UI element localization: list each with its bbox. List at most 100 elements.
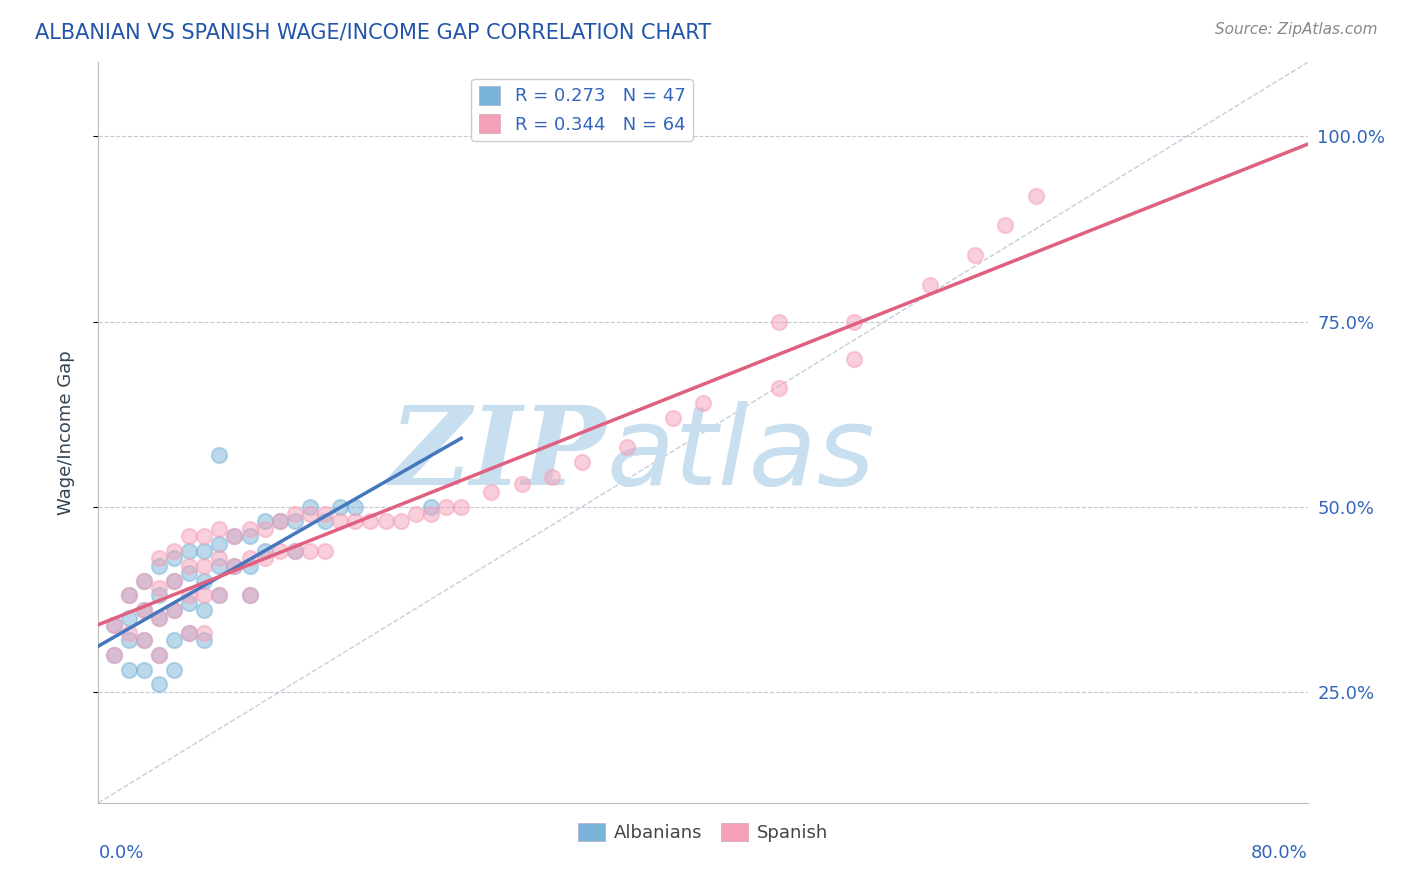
Point [132, 663, 155, 677]
Point [253, 544, 276, 558]
Point [389, 515, 412, 529]
Point [179, 558, 201, 573]
Point [994, 219, 1017, 233]
Point [163, 603, 186, 617]
Point [179, 625, 201, 640]
Point [344, 515, 367, 529]
Point [103, 618, 125, 632]
Text: 80.0%: 80.0% [1251, 844, 1308, 862]
Point [179, 529, 201, 543]
Point [179, 566, 201, 581]
Point [239, 558, 262, 573]
Text: 0.0%: 0.0% [98, 844, 143, 862]
Point [163, 663, 186, 677]
Point [284, 544, 307, 558]
Point [193, 574, 215, 588]
Point [269, 544, 291, 558]
Point [163, 574, 186, 588]
Point [299, 500, 322, 514]
Point [314, 507, 336, 521]
Point [163, 551, 186, 566]
Point [132, 632, 155, 647]
Point [481, 484, 503, 499]
Point [208, 589, 231, 603]
Text: atlas: atlas [606, 401, 875, 508]
Point [148, 648, 170, 662]
Point [450, 500, 472, 514]
Point [208, 589, 231, 603]
Point [768, 381, 790, 395]
Point [193, 558, 215, 573]
Point [132, 603, 155, 617]
Y-axis label: Wage/Income Gap: Wage/Income Gap [56, 351, 75, 515]
Point [253, 515, 276, 529]
Text: ALBANIAN VS SPANISH WAGE/INCOME GAP CORRELATION CHART: ALBANIAN VS SPANISH WAGE/INCOME GAP CORR… [35, 22, 711, 42]
Point [132, 574, 155, 588]
Point [768, 314, 790, 328]
Legend: Albanians, Spanish: Albanians, Spanish [571, 815, 835, 849]
Point [284, 507, 307, 521]
Point [344, 500, 367, 514]
Point [510, 477, 533, 491]
Point [148, 589, 170, 603]
Point [420, 507, 443, 521]
Point [224, 558, 246, 573]
Point [208, 551, 231, 566]
Point [193, 529, 215, 543]
Point [118, 632, 141, 647]
Point [132, 632, 155, 647]
Point [148, 558, 170, 573]
Point [314, 515, 336, 529]
Point [269, 515, 291, 529]
Point [118, 625, 141, 640]
Point [314, 544, 336, 558]
Point [692, 396, 714, 410]
Point [163, 544, 186, 558]
Point [208, 448, 231, 462]
Point [224, 558, 246, 573]
Point [434, 500, 457, 514]
Point [193, 603, 215, 617]
Point [163, 632, 186, 647]
Point [239, 589, 262, 603]
Point [253, 522, 276, 536]
Point [148, 648, 170, 662]
Point [208, 558, 231, 573]
Point [193, 544, 215, 558]
Point [193, 632, 215, 647]
Point [179, 589, 201, 603]
Point [965, 248, 987, 262]
Point [118, 589, 141, 603]
Point [918, 277, 941, 292]
Point [193, 589, 215, 603]
Point [148, 677, 170, 691]
Point [148, 611, 170, 625]
Point [224, 529, 246, 543]
Point [208, 536, 231, 550]
Point [179, 596, 201, 610]
Point [239, 529, 262, 543]
Point [208, 522, 231, 536]
Point [284, 515, 307, 529]
Point [239, 551, 262, 566]
Point [360, 515, 382, 529]
Point [118, 663, 141, 677]
Point [163, 603, 186, 617]
Point [616, 441, 638, 455]
Text: ZIP: ZIP [389, 401, 606, 508]
Point [118, 589, 141, 603]
Point [269, 515, 291, 529]
Point [571, 455, 593, 469]
Point [179, 625, 201, 640]
Point [103, 648, 125, 662]
Point [661, 410, 683, 425]
Point [284, 544, 307, 558]
Point [132, 574, 155, 588]
Point [148, 581, 170, 595]
Text: Source: ZipAtlas.com: Source: ZipAtlas.com [1215, 22, 1378, 37]
Point [132, 603, 155, 617]
Point [1024, 188, 1046, 202]
Point [405, 507, 427, 521]
Point [148, 551, 170, 566]
Point [148, 611, 170, 625]
